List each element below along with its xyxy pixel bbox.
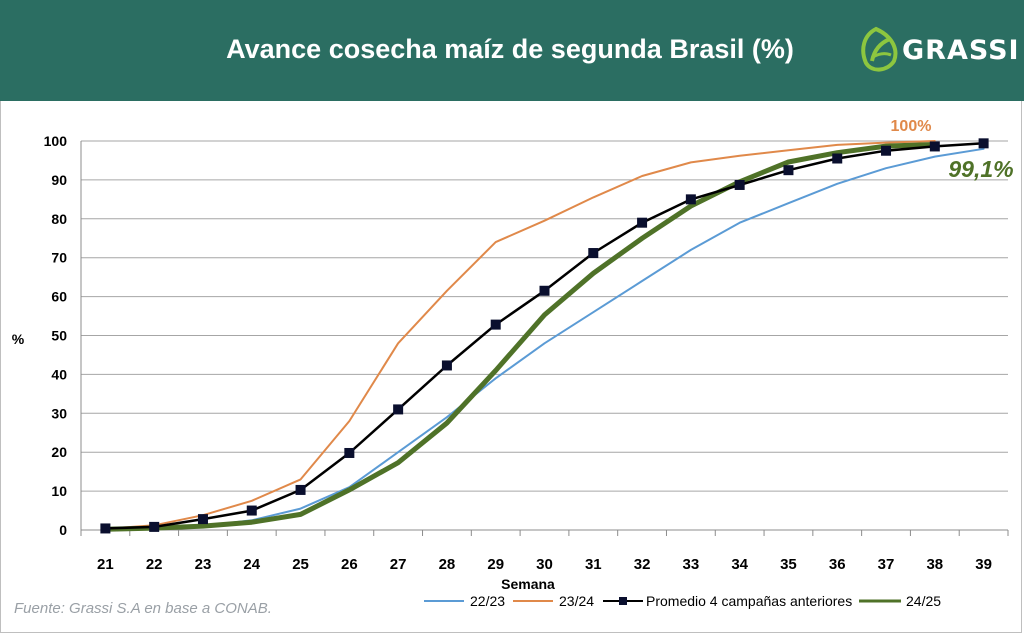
x-tick-label: 32 [634,556,651,573]
data-point-promedio [344,447,355,458]
y-tick-label: 60 [51,289,67,305]
y-tick-label: 90 [51,172,67,188]
data-point-promedio [246,505,257,516]
y-tick-label: 40 [51,366,67,382]
x-tick-label: 34 [731,556,748,573]
y-tick-label: 30 [51,405,67,421]
x-tick-label: 39 [975,556,992,573]
x-tick-label: 29 [487,556,504,573]
legend-label: 22/23 [470,593,505,609]
y-tick-label: 80 [51,211,67,227]
data-point-promedio [100,523,111,534]
x-tick-label: 38 [926,556,943,573]
data-point-promedio [539,285,550,296]
chart-frame [0,101,1022,633]
annotation-2425: 99,1% [948,156,1013,182]
data-point-promedio [783,165,794,176]
x-tick-label: 21 [97,556,114,573]
grassi-logo-icon [861,26,898,72]
data-point-promedio [637,217,648,228]
data-point-promedio [490,319,501,330]
y-tick-label: 100 [44,133,68,149]
data-point-promedio [295,484,306,495]
x-tick-label: 27 [390,556,407,573]
legend-label: 23/24 [559,593,594,609]
legend: 22/23 23/24 Promedio 4 campañas anteriores… [424,593,941,609]
x-tick-label: 23 [195,556,212,573]
x-axis-label: Semana [501,576,555,592]
data-point-promedio [149,521,160,532]
annotation-2324: 100% [891,118,932,135]
series-line-0 [104,147,985,530]
x-tick-label: 30 [536,556,553,573]
x-tick-label: 33 [683,556,700,573]
x-tick-label: 28 [439,556,456,573]
data-point-promedio [393,404,404,415]
data-point-promedio [929,141,940,152]
x-tick-label: 36 [829,556,846,573]
x-tick-label: 35 [780,556,797,573]
data-point-promedio [588,248,599,259]
data-point-promedio [441,360,452,371]
data-point-promedio [978,138,989,149]
data-point-promedio [832,153,843,164]
legend-label: 24/25 [906,593,941,609]
x-tick-label: 25 [292,556,309,573]
y-tick-label: 0 [59,522,67,538]
data-point-promedio [685,194,696,205]
legend-marker [619,597,627,605]
data-point-promedio [197,514,208,525]
header-banner [0,0,1024,101]
legend-label: Promedio 4 campañas anteriores [646,593,852,609]
x-tick-label: 26 [341,556,358,573]
y-tick-label: 70 [51,250,67,266]
x-tick-label: 22 [146,556,163,573]
x-tick-label: 24 [243,556,260,573]
x-tick-label: 37 [878,556,895,573]
data-point-promedio [881,145,892,156]
series-line-3 [102,142,938,532]
x-tick-label: 31 [585,556,602,573]
y-axis-label: % [12,331,25,347]
page-title: Avance cosecha maíz de segunda Brasil (%… [226,34,794,64]
logo-text: GRASSI [902,35,1020,66]
y-tick-label: 10 [51,483,67,499]
y-tick-label: 20 [51,444,67,460]
series-line-1 [104,140,936,530]
data-point-promedio [734,179,745,190]
y-tick-label: 50 [51,328,67,344]
source-note: Fuente: Grassi S.A en base a CONAB. [14,600,272,617]
